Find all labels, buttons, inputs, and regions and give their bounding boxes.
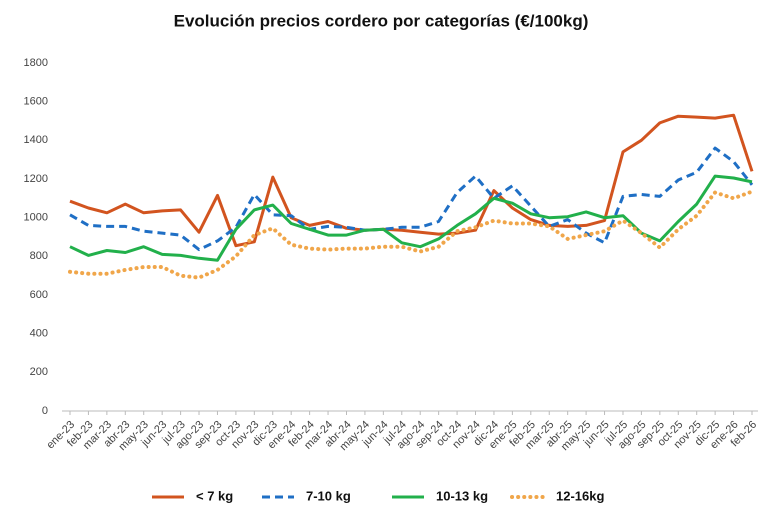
y-tick-label: 1000 [24, 212, 48, 224]
legend-label: < 7 kg [196, 488, 233, 503]
y-tick-label: 1600 [24, 96, 48, 108]
y-tick-label: 600 [30, 289, 48, 301]
legend-label: 12-16kg [556, 488, 604, 503]
series-line [68, 189, 754, 280]
chart-title: Evolución precios cordero por categorías… [174, 11, 589, 30]
legend-label: 10-13 kg [436, 488, 488, 503]
y-tick-label: 1800 [24, 57, 48, 69]
y-tick-label: 0 [42, 405, 48, 417]
legend-label: 7-10 kg [306, 488, 351, 503]
series-line [69, 174, 753, 262]
y-tick-label: 1400 [24, 134, 48, 146]
series-line [69, 146, 754, 252]
y-tick-label: 400 [30, 328, 48, 340]
y-tick-label: 200 [30, 366, 48, 378]
y-tick-label: 1200 [24, 173, 48, 185]
y-tick-label: 800 [30, 250, 48, 262]
series-line [69, 113, 754, 248]
